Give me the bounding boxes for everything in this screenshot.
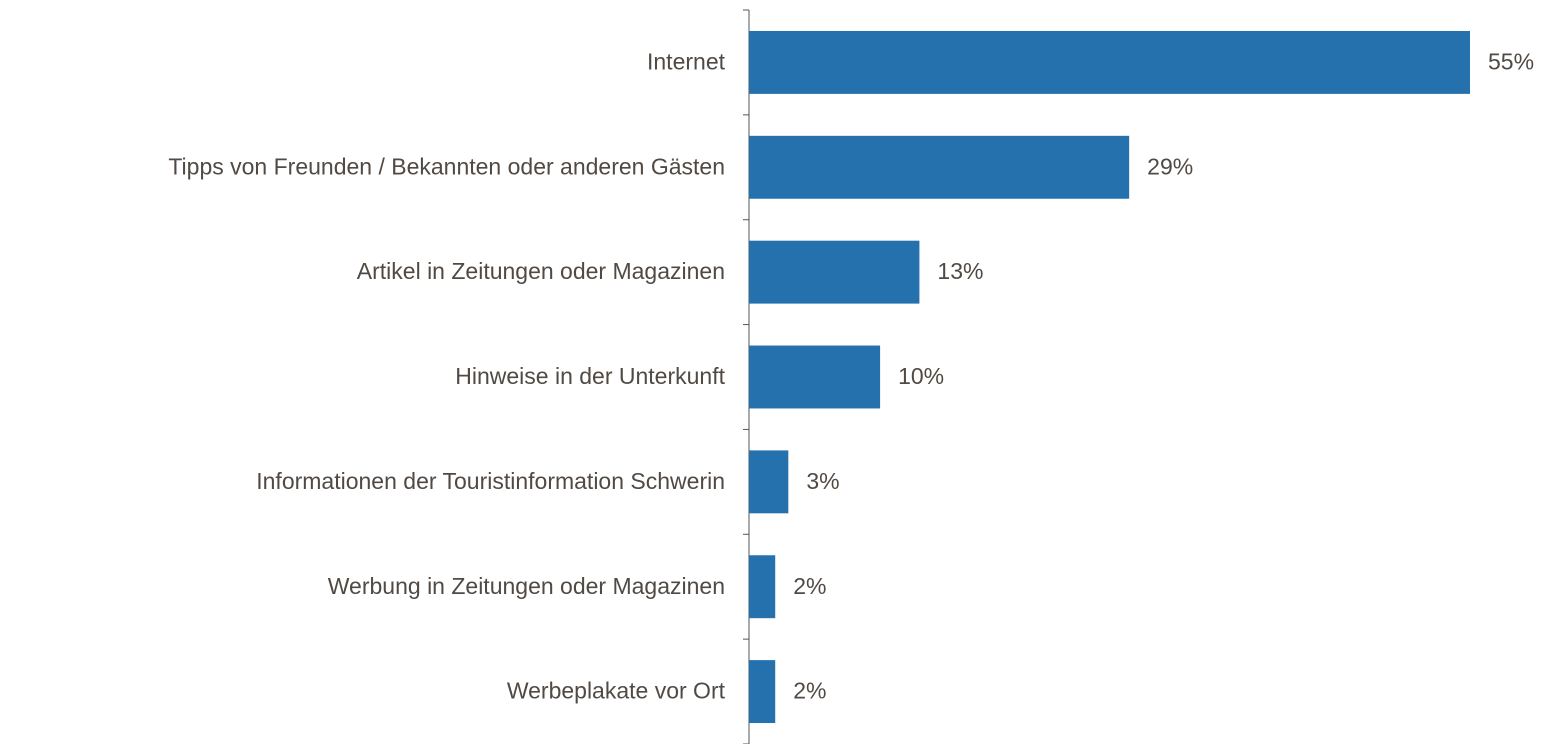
data-label: 13% — [937, 258, 983, 284]
y-tick-label: Informationen der Touristinformation Sch… — [256, 468, 725, 494]
data-label: 3% — [806, 468, 839, 494]
y-tick-label: Tipps von Freunden / Bekannten oder ande… — [168, 153, 725, 179]
y-tick-label: Werbung in Zeitungen oder Magazinen — [328, 573, 725, 599]
data-label: 2% — [793, 573, 826, 599]
y-tick-label: Internet — [647, 49, 726, 75]
y-tick-label: Werbeplakate vor Ort — [507, 678, 726, 704]
bar — [749, 345, 881, 409]
bar — [749, 240, 920, 304]
y-tick-label: Artikel in Zeitungen oder Magazinen — [357, 258, 725, 284]
bar — [749, 30, 1470, 94]
bar — [749, 450, 789, 514]
bar — [749, 660, 776, 724]
bar — [749, 555, 776, 619]
data-label: 55% — [1488, 49, 1534, 75]
data-label: 10% — [898, 363, 944, 389]
data-label: 29% — [1147, 153, 1193, 179]
y-tick-label: Hinweise in der Unterkunft — [455, 363, 725, 389]
data-label: 2% — [793, 678, 826, 704]
bar — [749, 135, 1130, 199]
